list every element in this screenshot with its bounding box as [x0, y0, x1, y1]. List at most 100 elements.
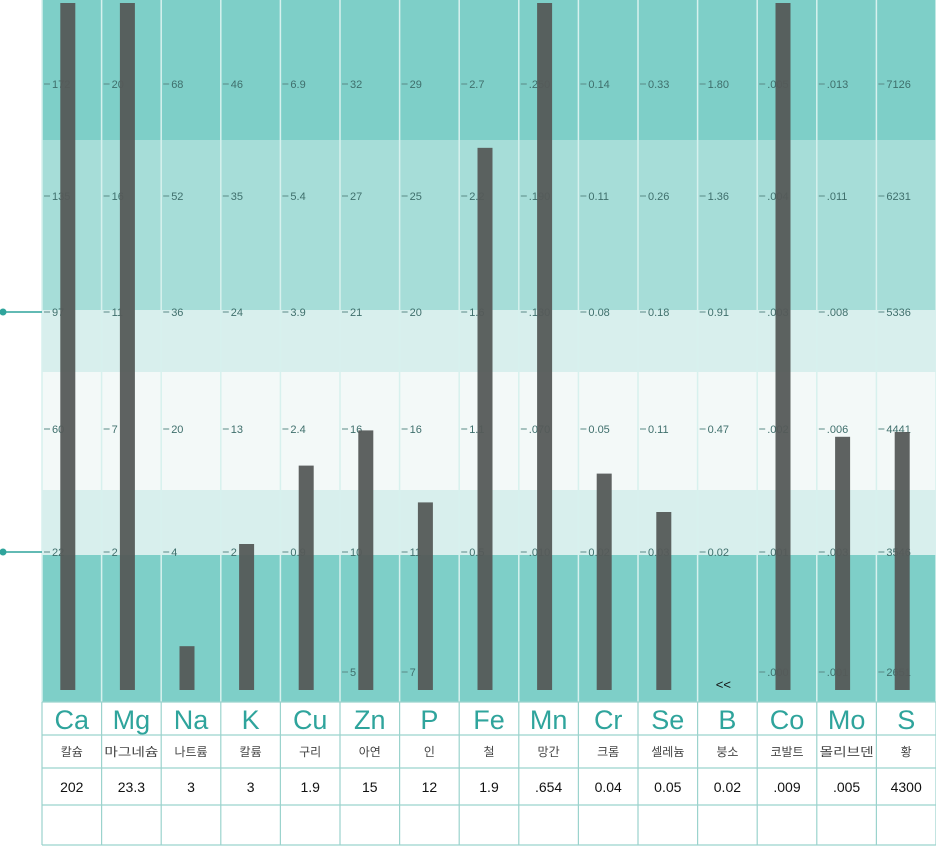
tick-label-p: 11: [410, 547, 421, 559]
symbol-se: Se: [651, 705, 684, 735]
bar-p: [417, 502, 433, 690]
name-mo: 몰리브덴: [820, 745, 874, 759]
tick-label-na: 20: [171, 424, 183, 436]
bar-se: [656, 512, 672, 690]
name-cr: 크롬: [597, 745, 619, 759]
value-na: 3: [187, 779, 195, 795]
tick-label-p: 16: [410, 424, 422, 436]
tick-label-b: 0.02: [708, 547, 729, 559]
value-cu: 1.9: [300, 779, 320, 795]
bar-zn: [358, 430, 374, 690]
tick-label-k: 35: [231, 191, 243, 203]
symbol-co: Co: [770, 705, 805, 735]
tick-label-p: 29: [410, 79, 422, 91]
name-mn: 망간: [538, 745, 560, 759]
name-co: 코발트: [770, 745, 803, 759]
name-k: 칼륨: [240, 745, 262, 759]
tick-label-mg: 2: [112, 547, 118, 559]
bar-fe: [477, 147, 493, 691]
symbol-mn: Mn: [530, 705, 568, 735]
symbol-p: P: [420, 705, 438, 735]
bar-na: [179, 646, 195, 690]
tick-label-k: 2: [231, 547, 237, 559]
tick-label-b: 0.91: [708, 307, 729, 319]
bar-cu: [298, 465, 314, 690]
tick-label-se: 0.26: [648, 191, 669, 203]
tick-label-b: 0.47: [708, 424, 729, 436]
tick-label-k: 13: [231, 424, 243, 436]
name-zn: 아연: [359, 745, 381, 759]
grid-lines: [41, 0, 936, 702]
name-fe: 철: [483, 745, 494, 759]
reference-markers: [0, 308, 42, 556]
below-range-marker: <<: [716, 677, 731, 692]
name-p: 인: [424, 745, 435, 759]
tick-label-p: 20: [410, 307, 422, 319]
tick-label-se: 0.33: [648, 79, 669, 91]
tick-label-se: 0.11: [648, 424, 669, 436]
name-b: 붕소: [716, 745, 738, 759]
value-co: .009: [773, 779, 800, 795]
tick-label-cr: 0.11: [588, 191, 609, 203]
symbol-ca: Ca: [55, 705, 90, 735]
bar-ca: [60, 3, 76, 690]
name-na: 나트륨: [174, 745, 207, 759]
value-zn: 15: [362, 779, 378, 795]
band-label-low: LOW: [10, 606, 25, 637]
tick-label-b: 1.80: [708, 79, 729, 91]
bar-mn: [537, 3, 553, 690]
bar-mg: [119, 3, 135, 690]
bar-k: [239, 544, 255, 690]
tick-label-cu: 3.9: [290, 307, 305, 319]
tick-label-mo: .011: [827, 191, 848, 203]
tick-label-s: 6231: [886, 191, 910, 203]
value-mo: .005: [833, 779, 860, 795]
tick-label-cr: 0.14: [588, 79, 609, 91]
symbol-b: B: [718, 705, 736, 735]
bar-mo: [835, 436, 851, 690]
value-mn: .654: [535, 779, 562, 795]
tick-label-mg: 7: [112, 424, 118, 436]
band-label-high: HIGH: [10, 138, 25, 173]
bar-co: [775, 3, 791, 690]
symbol-na: Na: [174, 705, 209, 735]
tick-label-mo: .013: [827, 79, 848, 91]
band-backgrounds: [42, 0, 936, 702]
symbol-k: K: [242, 705, 260, 735]
value-b: 0.02: [714, 779, 741, 795]
band-label-reference-range: REFERENCE RANGE: [10, 361, 25, 499]
reference-dot: [0, 308, 7, 316]
bar-s: [894, 432, 910, 690]
tick-label-zn: 27: [350, 191, 362, 203]
symbol-s: S: [897, 705, 915, 735]
symbol-mg: Mg: [113, 705, 151, 735]
bar-cr: [596, 473, 612, 690]
table-background: [42, 702, 936, 868]
tick-label-s: 5336: [886, 307, 910, 319]
name-se: 셀레늄: [651, 745, 684, 759]
tick-label-cr: 0.08: [588, 307, 609, 319]
value-fe: 1.9: [479, 779, 499, 795]
symbol-fe: Fe: [473, 705, 505, 735]
symbol-zn: Zn: [354, 705, 386, 735]
tick-label-s: 7126: [886, 79, 910, 91]
tick-label-zn: 32: [350, 79, 362, 91]
band-labels: HIGH REFERENCE RANGE LOW: [10, 138, 25, 638]
tick-label-na: 36: [171, 307, 183, 319]
value-mg: 23.3: [118, 779, 145, 795]
symbol-cr: Cr: [594, 705, 623, 735]
tick-label-b: 1.36: [708, 191, 729, 203]
tick-label-zn: 21: [350, 307, 362, 319]
tick-label-mo: .006: [827, 424, 848, 436]
value-p: 12: [422, 779, 438, 795]
tick-label-zn: 5: [350, 667, 356, 679]
tick-label-na: 68: [171, 79, 183, 91]
name-mg: 마그네슘: [104, 745, 158, 759]
tick-label-mg: 11: [112, 307, 123, 319]
tick-label-p: 25: [410, 191, 422, 203]
results-table: Ca 칼슘 202 Mg 마그네슘 23.3 Na 나트륨 3 K 칼륨 3 Cu 구리 1.9 Zn 아연 15…: [41, 701, 936, 868]
value-k: 3: [247, 779, 255, 795]
tick-label-se: 0.18: [648, 307, 669, 319]
value-se: 0.05: [654, 779, 681, 795]
